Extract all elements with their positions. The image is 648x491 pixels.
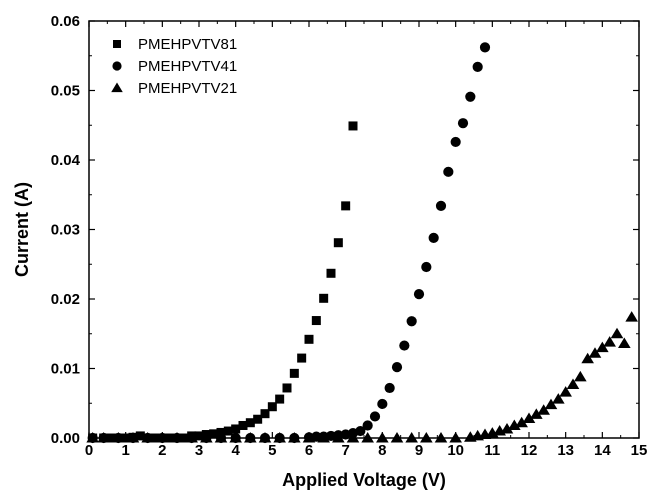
y-tick-label: 0.03 [51, 222, 80, 239]
data-point [588, 347, 602, 358]
legend-marker [112, 61, 122, 71]
data-point [341, 201, 351, 211]
x-tick-label: 6 [305, 442, 313, 459]
data-point [348, 121, 358, 131]
data-point [625, 311, 638, 322]
data-point [260, 409, 270, 419]
data-point [326, 268, 336, 278]
data-point [515, 416, 528, 428]
data-point [399, 340, 410, 351]
legend-label: PMEHPVTV21 [138, 80, 237, 97]
data-point [500, 422, 514, 434]
data-point [522, 412, 536, 424]
x-tick-label: 9 [415, 442, 423, 459]
data-point [552, 393, 565, 404]
data-point [319, 293, 329, 303]
data-point [377, 398, 388, 410]
x-tick-label: 2 [158, 442, 166, 459]
data-point [508, 419, 521, 430]
x-tick-label: 13 [557, 442, 574, 459]
data-point [479, 42, 491, 53]
x-axis-title: Applied Voltage (V) [282, 470, 446, 490]
data-point [223, 426, 233, 436]
x-tick-label: 0 [85, 442, 93, 459]
data-point [231, 424, 241, 434]
data-point [369, 411, 381, 422]
data-point [245, 418, 255, 428]
data-point [282, 383, 292, 393]
y-axis-title: Current (A) [12, 182, 32, 277]
data-point [530, 408, 543, 419]
y-tick-label: 0.05 [51, 83, 80, 100]
x-tick-label: 8 [378, 442, 386, 459]
data-point [610, 327, 624, 339]
plot-marks [86, 42, 638, 444]
x-tick-label: 12 [521, 442, 538, 459]
legend-marker [113, 40, 121, 48]
data-point [428, 232, 439, 243]
data-point [537, 404, 550, 415]
x-tick-label: 3 [195, 442, 203, 459]
data-point [603, 336, 616, 347]
data-point [450, 136, 461, 148]
data-point [443, 166, 454, 177]
data-point [574, 370, 587, 382]
data-point [544, 398, 558, 410]
y-tick-label: 0.01 [51, 361, 80, 378]
data-point [275, 394, 285, 404]
series-PMEHPVTV21 [86, 311, 638, 443]
legend: PMEHPVTV81 PMEHPVTV41 PMEHPVTV21 [111, 36, 237, 97]
data-point [596, 341, 609, 353]
y-tick-label: 0.00 [51, 430, 80, 447]
data-point [209, 429, 219, 439]
x-tick-label: 11 [484, 442, 500, 459]
data-point [333, 238, 343, 248]
x-tick-label: 1 [121, 442, 129, 459]
x-tick-label: 5 [268, 442, 276, 459]
series-PMEHPVTV41 [87, 42, 491, 444]
axis-ticks: 0 1 2 3 4 5 6 7 8 9 10 11 12 13 14 150.000.010.020.030.… [51, 13, 648, 459]
data-point [406, 316, 417, 327]
data-point [465, 91, 476, 102]
data-point [559, 386, 572, 397]
data-point [435, 200, 447, 211]
data-point [267, 402, 277, 412]
data-point [289, 368, 299, 378]
legend-label: PMEHPVTV81 [138, 36, 237, 53]
legend-marker [111, 82, 123, 93]
data-point [311, 431, 322, 442]
x-tick-label: 7 [341, 442, 349, 459]
data-point [581, 352, 594, 364]
series-PMEHPVTV81 [88, 121, 358, 443]
y-tick-label: 0.02 [51, 291, 80, 308]
y-tick-label: 0.06 [51, 13, 80, 30]
data-point [238, 420, 248, 430]
data-point [355, 425, 366, 437]
data-point [391, 362, 403, 373]
data-point [413, 289, 425, 300]
data-point [457, 118, 469, 129]
data-point [421, 261, 432, 273]
x-tick-label: 14 [594, 442, 611, 459]
y-tick-label: 0.04 [51, 152, 81, 169]
data-point [362, 420, 373, 431]
legend-label: PMEHPVTV41 [138, 58, 237, 75]
data-point [566, 378, 580, 389]
data-point [472, 61, 483, 72]
data-point [618, 337, 631, 348]
data-point [311, 316, 321, 326]
data-point [304, 334, 314, 344]
data-point [297, 353, 307, 363]
data-point [135, 431, 145, 441]
data-point [253, 414, 263, 424]
x-tick-label: 4 [231, 442, 240, 459]
data-point [384, 382, 395, 394]
x-tick-label: 10 [447, 442, 464, 459]
x-tick-label: 15 [631, 442, 648, 459]
